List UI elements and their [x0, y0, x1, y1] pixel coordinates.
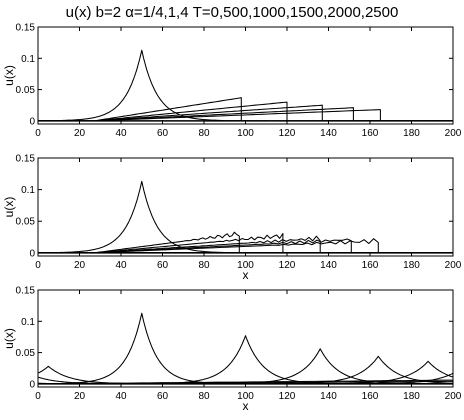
panel-bottom-ylabel: u(x) [2, 328, 16, 349]
panel-bottom: 0 20 40 60 80 100 120 140 160 180 20000.050.10.15 … [2, 286, 462, 414]
y-tick-label: 0.05 [16, 217, 36, 228]
x-tick-label: 140 [320, 391, 337, 402]
x-tick-label: 160 [362, 128, 379, 139]
x-tick-label: 40 [115, 260, 127, 271]
x-tick-label: 60 [157, 128, 169, 139]
x-tick-label: 160 [362, 391, 379, 402]
x-tick-label: 40 [115, 391, 127, 402]
series-line-1 [38, 180, 454, 254]
y-tick-label: 0 [29, 379, 35, 390]
series-line-2 [38, 97, 453, 122]
y-tick-label: 0.05 [16, 348, 36, 359]
panel-middle: 0 20 40 60 80 100 120 140 160 180 20000.050.10.15 … [2, 154, 462, 283]
x-tick-label: 60 [157, 391, 169, 402]
x-tick-label: 0 [35, 128, 41, 139]
series-line-8 [38, 380, 454, 385]
panel-middle-ticks: 0 20 40 60 80 100 120 140 160 180 200 0 0.05 0.1 0.15 [16, 154, 462, 272]
y-tick-label: 0.15 [16, 23, 36, 34]
x-tick-label: 140 [320, 260, 337, 271]
panel-bottom-plot-area [37, 312, 454, 385]
x-tick-label: 40 [115, 128, 127, 139]
x-tick-label: 200 [445, 391, 462, 402]
y-tick-label: 0.15 [16, 154, 36, 165]
x-tick-label: 100 [237, 260, 254, 271]
y-tick-label: 0.1 [21, 317, 35, 328]
x-tick-label: 20 [74, 128, 86, 139]
x-tick-label: 140 [320, 128, 337, 139]
panel-bottom-ticks: 0 20 40 60 80 100 120 140 160 180 200 0 0.05 0.1 0.15 [16, 286, 462, 403]
series-line-3 [38, 101, 453, 122]
panel-top-ylabel: u(x) [2, 65, 16, 86]
series-line-1 [38, 312, 453, 385]
series-line-4 [38, 104, 453, 122]
panel-bottom-xlabel: x [243, 399, 249, 413]
panel-bottom-frame [37, 289, 454, 388]
x-tick-label: 0 [35, 260, 41, 271]
figure-title: u(x) b=2 α=1/4,1,4 T=0,500,1000,1500,200… [66, 4, 399, 21]
x-tick-label: 120 [279, 391, 296, 402]
x-tick-label: 160 [362, 260, 379, 271]
x-tick-label: 200 [445, 128, 462, 139]
x-tick-label: 80 [198, 260, 210, 271]
x-tick-label: 120 [279, 260, 296, 271]
panel-top-plot-area [38, 49, 453, 122]
y-tick-label: 0.1 [21, 54, 35, 65]
panel-middle-plot-area [38, 180, 454, 254]
y-tick-label: 0 [29, 116, 35, 127]
panel-middle-xlabel: x [243, 268, 249, 282]
series-line-6 [38, 238, 453, 254]
x-tick-label: 100 [237, 391, 254, 402]
series-line-2 [38, 231, 453, 254]
y-tick-label: 0.1 [21, 185, 35, 196]
x-tick-label: 80 [198, 128, 210, 139]
x-tick-label: 120 [279, 128, 296, 139]
y-tick-label: 0.15 [16, 286, 36, 297]
x-tick-label: 20 [74, 391, 86, 402]
x-tick-label: 60 [157, 260, 169, 271]
panel-middle-frame [37, 157, 454, 257]
series-line-2 [38, 335, 453, 385]
x-tick-label: 180 [403, 391, 420, 402]
series-line-6 [38, 109, 453, 122]
x-tick-label: 200 [445, 260, 462, 271]
y-tick-label: 0.05 [16, 85, 36, 96]
panel-top: 0 20 40 60 80 100 120 140 160 180 20000.050.10.15 … [2, 23, 462, 140]
panel-top-frame [37, 26, 454, 125]
series-line-5 [38, 107, 453, 122]
x-tick-label: 180 [403, 128, 420, 139]
x-tick-label: 20 [74, 260, 86, 271]
x-tick-label: 180 [403, 260, 420, 271]
series-line-4 [38, 235, 453, 254]
series-line-3 [38, 232, 453, 254]
panel-middle-ylabel: u(x) [2, 197, 16, 218]
x-tick-label: 0 [35, 391, 41, 402]
y-tick-label: 0 [29, 248, 35, 259]
x-tick-label: 80 [198, 391, 210, 402]
x-tick-label: 100 [237, 128, 254, 139]
